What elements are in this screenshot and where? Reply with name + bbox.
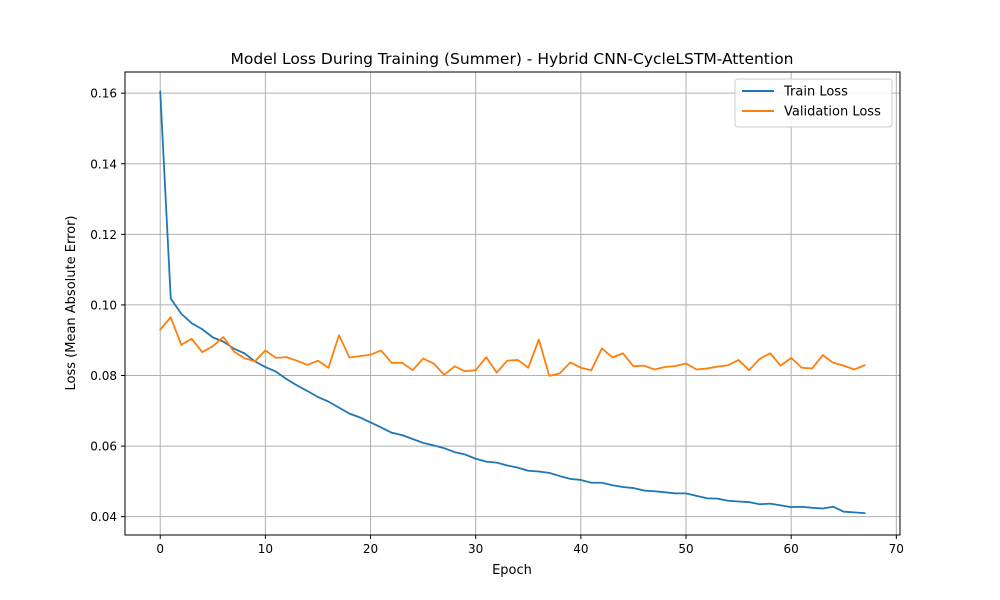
x-tick-label: 0: [156, 542, 164, 556]
x-tick-label: 30: [468, 542, 483, 556]
series-line-train-loss: [159, 90, 866, 515]
y-tick-label: 0.16: [90, 87, 117, 101]
chart-title: Model Loss During Training (Summer) - Hy…: [231, 50, 794, 68]
x-axis-label: Epoch: [492, 563, 532, 578]
series-layer: [159, 90, 866, 515]
plot-frame: [124, 71, 901, 536]
series-line-validation-loss: [159, 316, 866, 377]
y-tick-label: 0.06: [90, 440, 117, 454]
legend-label-train-loss: Train Loss: [783, 85, 848, 100]
x-tick-label: 70: [889, 542, 904, 556]
y-axis-label: Loss (Mean Absolute Error): [64, 216, 79, 391]
y-tick-label: 0.12: [90, 228, 117, 242]
x-axis-ticks: 0 10 20 30 40 50 60 70: [156, 535, 904, 556]
plot-area: [125, 72, 900, 535]
x-tick-label: 10: [258, 542, 273, 556]
y-tick-label: 0.10: [90, 298, 117, 312]
legend-label-validation-loss: Validation Loss: [784, 105, 881, 120]
x-tick-label: 50: [678, 542, 693, 556]
x-tick-label: 20: [363, 542, 378, 556]
grid-lines: [125, 72, 900, 535]
legend-box: [734, 78, 893, 128]
legend: Train Loss Validation Loss: [734, 78, 893, 128]
x-tick-label: 40: [573, 542, 588, 556]
y-tick-label: 0.04: [90, 510, 117, 524]
y-tick-label: 0.08: [90, 369, 117, 383]
y-axis-ticks: 0.04 0.06 0.08 0.10 0.12 0.14 0.16: [90, 87, 125, 524]
x-tick-label: 60: [784, 542, 799, 556]
y-tick-label: 0.14: [90, 157, 117, 171]
